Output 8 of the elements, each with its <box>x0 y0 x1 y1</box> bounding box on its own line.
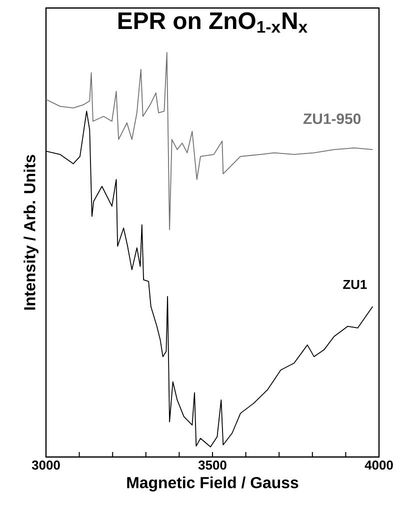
x-axis-title: Magnetic Field / Gauss <box>127 476 298 492</box>
y-axis-title: Intensity / Arb. Units <box>24 154 38 310</box>
x-tick-label: 3500 <box>198 460 226 470</box>
x-tick-label: 3000 <box>32 460 60 470</box>
series-label: ZU1-950 <box>303 113 361 124</box>
x-tick-label: 4000 <box>364 460 393 470</box>
series-label: ZU1 <box>343 280 367 289</box>
chart-title: EPR on ZnO$_{1-x}$N$_{x}$ <box>118 12 308 33</box>
